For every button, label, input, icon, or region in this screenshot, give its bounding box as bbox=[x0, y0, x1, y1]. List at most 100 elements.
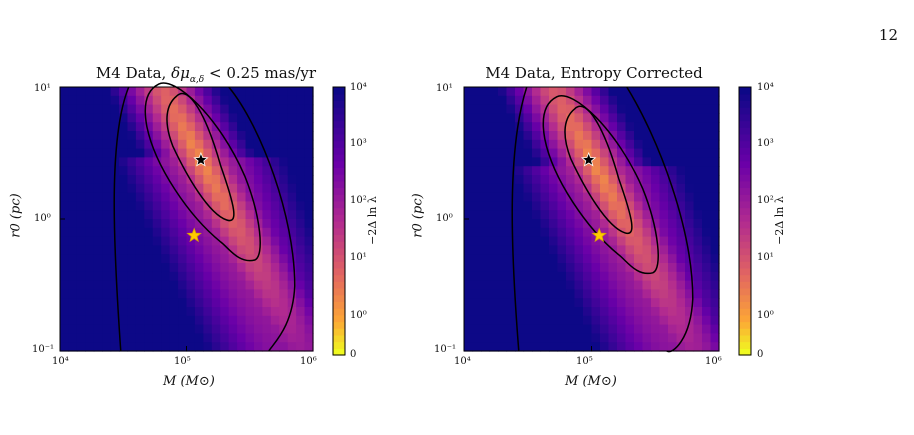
panel-2-heat-cell bbox=[532, 139, 542, 150]
panel-2-heat-cell bbox=[617, 289, 627, 299]
panel-1-heat-cell bbox=[262, 201, 272, 211]
panel-2-heat-cell bbox=[566, 210, 576, 220]
panel-2-heat-cell bbox=[549, 333, 559, 343]
panel-1-heat-cell bbox=[178, 324, 188, 334]
panel-2-heat-cell bbox=[676, 245, 686, 255]
panel-2-heat-cell bbox=[498, 289, 508, 299]
panel-1-heat-cell bbox=[253, 87, 263, 97]
panel-1-heat-cell bbox=[119, 333, 129, 343]
panel-2-heat-cell bbox=[608, 104, 618, 114]
panel-2-contour-line bbox=[542, 95, 659, 275]
panel-2-heat-cell bbox=[634, 157, 644, 167]
panel-2-heat-cell bbox=[574, 201, 584, 211]
panel-1-heat-cell bbox=[211, 271, 221, 282]
panel-1-heat-cell bbox=[135, 104, 145, 114]
panel-2-heat-cell bbox=[642, 210, 652, 220]
panel-2-xlabel: M (M⊙) bbox=[565, 374, 617, 389]
panel-2-heat-cell bbox=[489, 95, 499, 106]
colorbar-1-segment bbox=[333, 274, 345, 282]
colorbar-1-segment bbox=[333, 107, 345, 115]
panel-2-heat-cell bbox=[693, 289, 703, 299]
panel-2-contour-line bbox=[626, 86, 694, 353]
panel-1-heat-cell bbox=[93, 95, 103, 106]
panel-1-heat-cell bbox=[304, 95, 314, 106]
colorbar-2-segment bbox=[739, 308, 751, 316]
panel-1-heat-cell bbox=[186, 139, 196, 150]
panel-1-heat-cell bbox=[262, 104, 272, 114]
panel-2-heat-cell bbox=[498, 166, 508, 176]
panel-1-heat-cell bbox=[127, 307, 137, 317]
panel-2-heat-cell bbox=[693, 95, 703, 106]
panel-2-heat-cell bbox=[651, 271, 661, 282]
panel-2-heat-cell bbox=[583, 210, 593, 220]
panel-1-heat-cell bbox=[237, 236, 247, 246]
panel-1-heat-cell bbox=[68, 148, 78, 158]
panel-1-heat-cell bbox=[144, 245, 154, 255]
panel-1-heat-cell bbox=[178, 183, 188, 194]
panel-1-heat-cell bbox=[110, 315, 120, 326]
panel-2-heat-cell bbox=[591, 263, 601, 273]
cbar-1-tick-4: 10³ bbox=[350, 138, 367, 149]
panel-1-heat-cell bbox=[119, 175, 129, 185]
panel-2-heat-cell bbox=[532, 104, 542, 114]
panel-1-heat-cell bbox=[296, 254, 306, 264]
panel-2-heat-cell bbox=[693, 324, 703, 334]
panel-1-heat-cell bbox=[245, 131, 255, 141]
colorbar-1-segment bbox=[333, 154, 345, 162]
panel-2-heat-cell bbox=[540, 227, 550, 238]
panel-1-heat-cell bbox=[127, 219, 137, 229]
panel-1-heat-cell bbox=[152, 324, 162, 334]
panel-2-heat-cell bbox=[625, 236, 635, 246]
panel-2-heat-cell bbox=[557, 227, 567, 238]
panel-2-heat-cell bbox=[651, 122, 661, 132]
panel-1-heat-cell bbox=[194, 298, 204, 308]
cbar-2-tick-1: 10⁰ bbox=[757, 310, 774, 321]
panel-1-heat-cell bbox=[304, 245, 314, 255]
panel-2-heat-cell bbox=[693, 87, 703, 97]
panel-1-heat-cell bbox=[144, 95, 154, 106]
panel-2-heat-cell bbox=[506, 324, 516, 334]
panel-2-heat-cell bbox=[566, 236, 576, 246]
panel-1-heat-cell bbox=[119, 113, 129, 123]
panel-1-heat-cell bbox=[152, 157, 162, 167]
panel-2-heat-cell bbox=[702, 263, 712, 273]
panel-2-heat-cell bbox=[498, 227, 508, 238]
panel-2-heat-cell bbox=[668, 307, 678, 317]
panel-1-heat-cell bbox=[287, 307, 297, 317]
panel-1-heat-cell bbox=[93, 131, 103, 141]
panel-2-heat-cell bbox=[506, 148, 516, 158]
panel-1-heat-cell bbox=[304, 254, 314, 264]
panel-2-heat-cell bbox=[506, 236, 516, 246]
panel-1-heat-cell bbox=[194, 113, 204, 123]
panel-1-heat-cell bbox=[245, 289, 255, 299]
panel-1-heat-cell bbox=[253, 113, 263, 123]
panel-1-heat-cell bbox=[270, 263, 280, 273]
panel-2-heat-cell bbox=[549, 307, 559, 317]
panel-2-heat-cell bbox=[608, 201, 618, 211]
panel-2-heat-cell bbox=[549, 113, 559, 123]
panel-1-heat-cell bbox=[93, 104, 103, 114]
panel-2-heat-cell bbox=[549, 104, 559, 114]
panel-2-heat-cell bbox=[532, 298, 542, 308]
panel-1-heat-cell bbox=[279, 280, 289, 290]
panel-1-heat-cell bbox=[119, 263, 129, 273]
panel-2-heat-cell bbox=[472, 289, 482, 299]
panel-1-heat-cell bbox=[211, 95, 221, 106]
panel-1-heat-cell bbox=[60, 298, 70, 308]
panel-2-heat-cell bbox=[642, 175, 652, 185]
panel-2-heat-cell bbox=[685, 289, 695, 299]
panel-2-heat-cell bbox=[532, 183, 542, 194]
panel-1-heat-cell bbox=[152, 254, 162, 264]
panel-2-heat-cell bbox=[464, 157, 474, 167]
panel-2-heat-cell bbox=[549, 315, 559, 326]
panel-2-heat-cell bbox=[540, 113, 550, 123]
panel-2-heat-cell bbox=[608, 342, 618, 352]
panel-2-heat-cell bbox=[481, 227, 491, 238]
panel-2-heat-cell bbox=[540, 157, 550, 167]
panel-1-heat-cell bbox=[85, 201, 95, 211]
panel-1-heat-cell bbox=[296, 183, 306, 194]
panel-1-heat-cell bbox=[304, 315, 314, 326]
panel-2-heat-cell bbox=[506, 219, 516, 229]
panel-2-heat-cell bbox=[710, 87, 720, 97]
panel-2-heat-cell bbox=[685, 263, 695, 273]
